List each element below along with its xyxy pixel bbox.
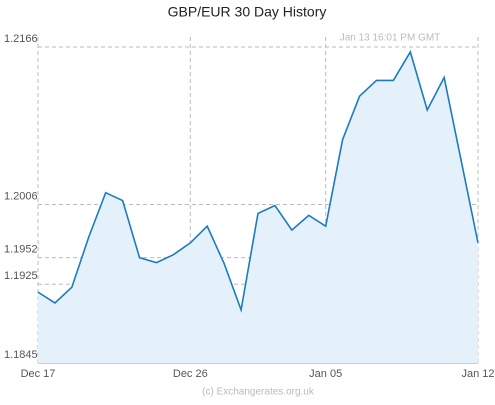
y-tick-label: 1.1845 (4, 349, 38, 361)
x-tick-label: Dec 17 (21, 368, 56, 380)
chart-title: GBP/EUR 30 Day History (168, 4, 327, 20)
footer: (c) Exchangerates.org.uk (202, 387, 315, 398)
line (37, 49, 479, 313)
y-tick-label: 1.1952 (4, 244, 38, 256)
area (38, 51, 478, 363)
y-tick-label: 1.1925 (4, 270, 38, 282)
y-tick-label: 1.2166 (4, 33, 38, 45)
annotation: Jan 13 16:01 PM GMT (340, 33, 441, 44)
x-tick-label: Jan 05 (309, 368, 342, 380)
y-tick-label: 1.2006 (4, 190, 38, 202)
x-tick-label: Dec 26 (173, 368, 208, 380)
x-tick-label: Jan 12 (461, 368, 494, 380)
